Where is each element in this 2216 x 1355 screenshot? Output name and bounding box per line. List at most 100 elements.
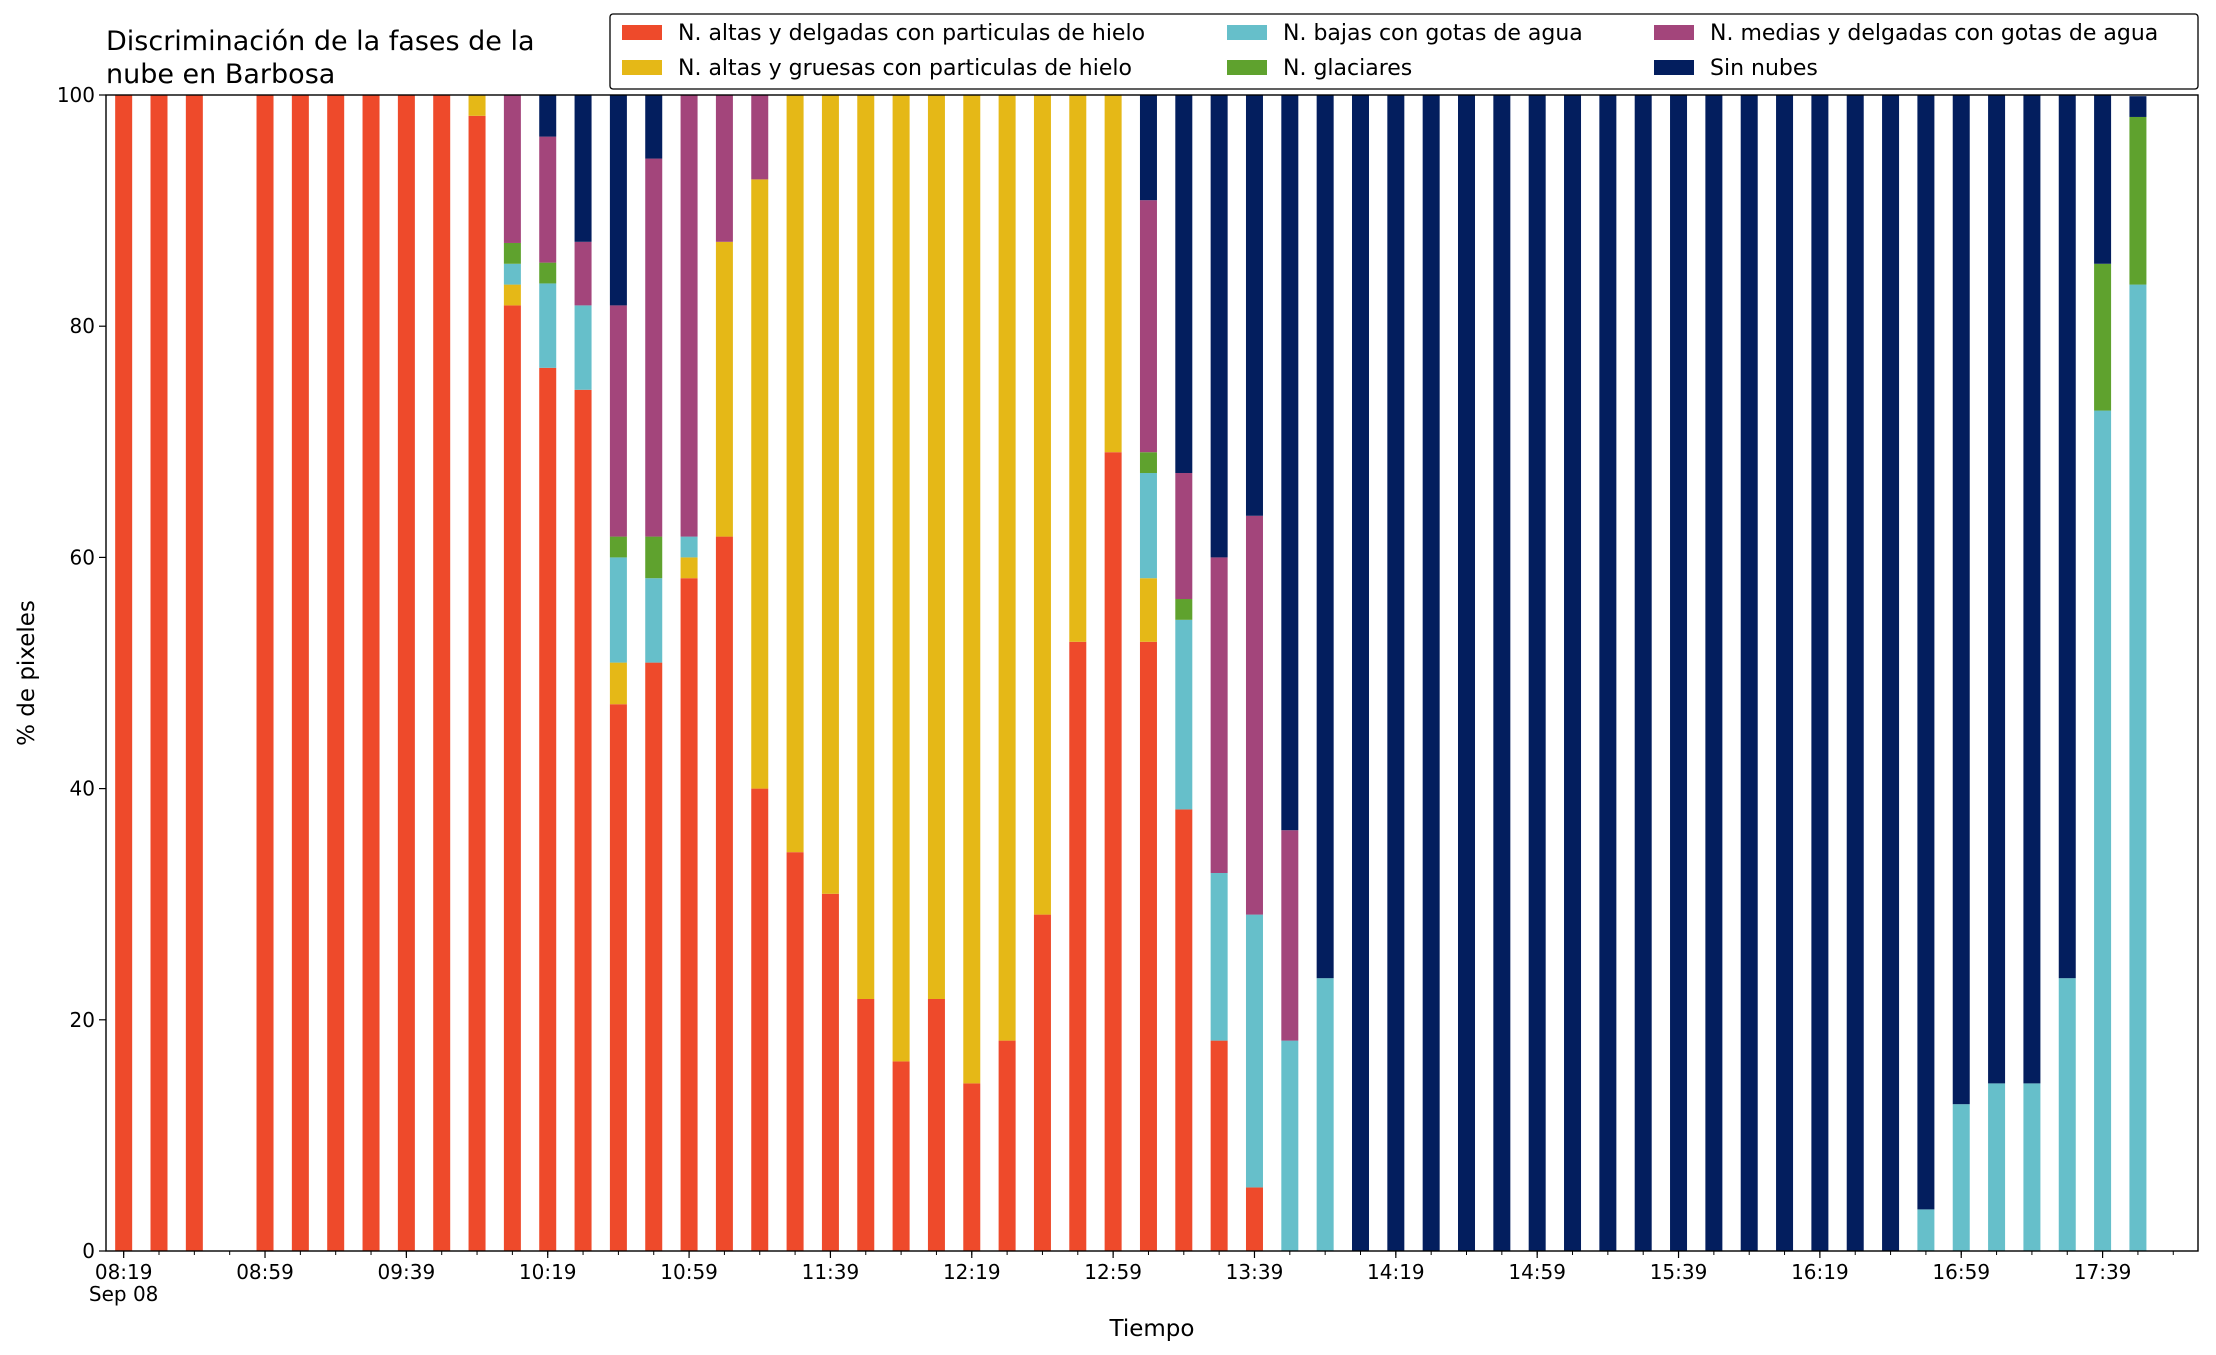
bar-segment (609, 557, 627, 663)
bar-segment (963, 1083, 981, 1251)
bar-segment (2094, 95, 2112, 264)
bar-segment (1988, 95, 2006, 1084)
bar-segment (751, 788, 769, 1251)
bar-segment (1351, 95, 1369, 1251)
y-tick-label: 40 (70, 777, 95, 801)
bar-segment (715, 536, 733, 1251)
bar-segment (1069, 641, 1087, 1251)
bar-segment (1599, 95, 1617, 1251)
bar-segment (2129, 284, 2147, 1252)
bar-segment (609, 662, 627, 705)
legend-swatch (1654, 25, 1694, 40)
bar-segment (609, 536, 627, 558)
legend-label: N. altas y delgadas con particulas de hi… (678, 21, 1145, 46)
legend-swatch (1654, 60, 1694, 75)
bar-segment (1245, 95, 1263, 516)
bar-segment (185, 95, 203, 1251)
bar-segment (1776, 95, 1794, 1251)
plot-frame (105, 94, 2199, 1252)
bar-segment (998, 1040, 1016, 1251)
bar-segment (1564, 95, 1582, 1251)
bar-segment (1245, 515, 1263, 915)
bar-segment (1175, 473, 1193, 600)
bar-segment (1139, 95, 1157, 201)
bar-segment (539, 95, 557, 137)
bar-segment (1175, 809, 1193, 1251)
bar-segment (433, 95, 451, 1251)
bar-segment (327, 95, 345, 1251)
x-tick-label: 09:39 (378, 1260, 436, 1284)
bar-segment (468, 95, 486, 116)
bar-segment (715, 241, 733, 537)
bar-segment (680, 578, 698, 1251)
bar-segment (574, 305, 592, 390)
y-axis-label: % de pixeles (14, 600, 40, 746)
bar-segment (715, 95, 733, 242)
chart-title: Discriminación de la fases de la nube en … (106, 26, 535, 90)
bar-segment (609, 305, 627, 537)
bar-segment (1175, 619, 1193, 810)
bar-segment (2129, 116, 2147, 285)
bar-segment (609, 704, 627, 1251)
y-tick-label: 80 (70, 314, 95, 338)
bar-segment (574, 241, 592, 306)
bar-segment (680, 557, 698, 579)
bar-segment (751, 95, 769, 180)
bar-segment (1245, 1187, 1263, 1251)
bar-segment (503, 305, 521, 1252)
x-tick-label: 14:19 (1367, 1260, 1425, 1284)
bar-segment (2023, 1083, 2041, 1251)
bar-segment (645, 578, 663, 663)
legend-label: N. glaciares (1283, 56, 1412, 81)
bar-segment (1458, 95, 1476, 1251)
bar-segment (821, 893, 839, 1251)
bar-segment (1882, 95, 1900, 1251)
y-tick-label: 20 (70, 1008, 95, 1032)
bar-segment (574, 95, 592, 242)
x-tick-label: 12:19 (943, 1260, 1001, 1284)
bar-segment (680, 95, 698, 537)
bar-segment (1917, 95, 1935, 1210)
bar-segment (1139, 578, 1157, 642)
legend-swatch (622, 25, 662, 40)
bar-segment (1422, 95, 1440, 1251)
bar-segment (857, 998, 875, 1251)
x-tick-label: 10:59 (660, 1260, 718, 1284)
bar-segment (1846, 95, 1864, 1251)
x-tick-label: 13:39 (1226, 1260, 1284, 1284)
bar-segment (1705, 95, 1723, 1251)
bar-segment (1281, 1040, 1299, 1251)
x-axis-label: Tiempo (1109, 1316, 1195, 1342)
legend-label: N. bajas con gotas de agua (1283, 21, 1583, 46)
x-tick-label: 08:19 Sep 08 (89, 1260, 159, 1306)
bar-segment (645, 536, 663, 579)
bar-segment (1740, 95, 1758, 1251)
bar-segment (2129, 96, 2147, 117)
bar-segment (963, 95, 981, 1084)
bar-segment (1104, 95, 1122, 453)
bar-segment (539, 283, 557, 368)
bar-segment (821, 95, 839, 894)
bar-segment (468, 115, 486, 1252)
bar-segment (786, 95, 804, 853)
bar-segment (751, 179, 769, 789)
legend-label: N. medias y delgadas con gotas de agua (1710, 21, 2158, 46)
bar-segment (503, 284, 521, 306)
bar-segment (892, 95, 910, 1062)
bar-segment (503, 242, 521, 264)
bar-segment (1104, 452, 1122, 1252)
bar-segment (539, 367, 557, 1251)
bar-segment (1210, 557, 1228, 873)
bar-segment (574, 389, 592, 1251)
bar-segment (1493, 95, 1511, 1251)
bar-segment (1528, 95, 1546, 1251)
bar-segment (1139, 641, 1157, 1251)
bar-segment (1139, 452, 1157, 474)
legend-label: N. altas y gruesas con particulas de hie… (678, 56, 1132, 81)
x-tick-label: 14:59 (1508, 1260, 1566, 1284)
bar-segment (927, 95, 945, 999)
bar-segment (998, 95, 1016, 1041)
bar-segment (927, 998, 945, 1251)
bar-segment (503, 95, 521, 243)
